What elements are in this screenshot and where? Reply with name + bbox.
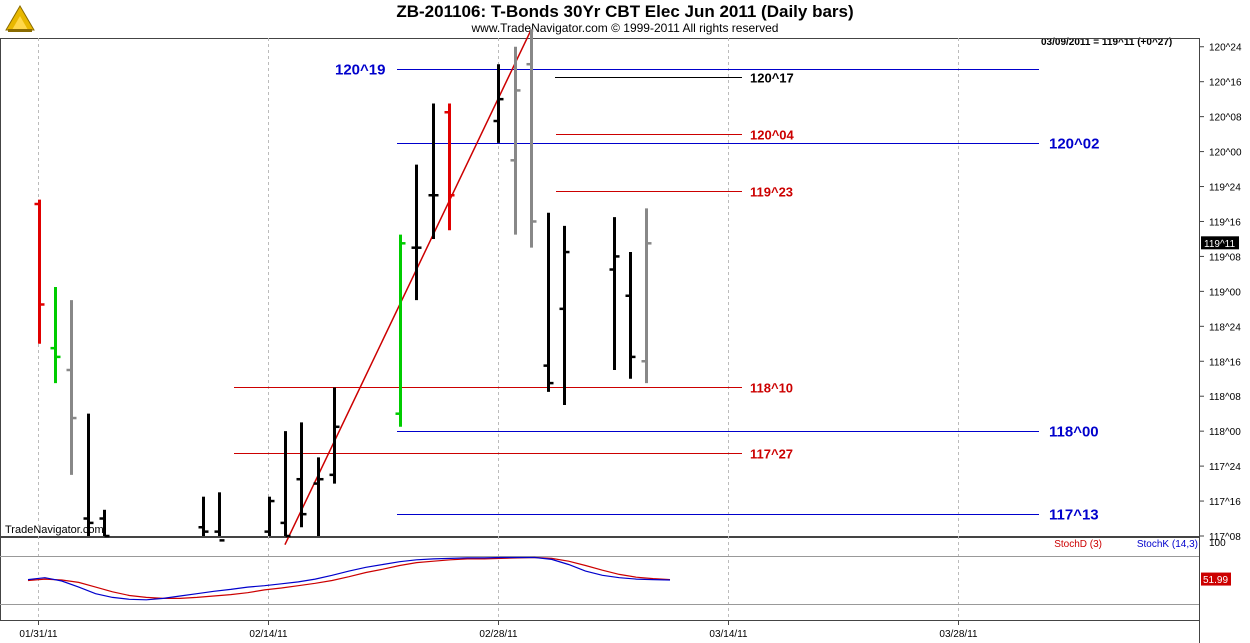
ohlc-bar — [296, 422, 307, 528]
chart-header: ZB-201106: T-Bonds 30Yr CBT Elec Jun 201… — [0, 0, 1250, 38]
ohlc-bar — [99, 509, 110, 538]
ohlc-bar — [34, 199, 45, 344]
ohlc-bar — [559, 225, 570, 405]
date-axis: 01/31/11 02/14/11 02/28/11 03/14/11 03/28/11 — [19, 620, 978, 640]
price-tick-label: 119^16 — [1209, 217, 1241, 228]
date-tick-label: 02/14/11 — [249, 629, 288, 640]
ohlc-bar — [264, 496, 275, 536]
trendline — [284, 28, 533, 546]
ohlc-bar — [66, 300, 77, 475]
price-bars — [34, 29, 652, 542]
osc-series-line — [27, 556, 671, 601]
price-tick-label: 118^00 — [1209, 427, 1241, 438]
ohlc-bar — [50, 287, 61, 384]
level-label: 117^13 — [1049, 507, 1099, 524]
ohlc-bar — [395, 234, 406, 427]
level-label: 119^23 — [750, 185, 793, 200]
trendline-layer — [284, 28, 533, 546]
price-axis: 120^24 120^16 120^08 120^00 119^24 119^16 119^… — [1199, 43, 1242, 543]
current-price-box — [1201, 236, 1239, 250]
ohlc-bar — [444, 103, 455, 231]
price-tick-label: 117^16 — [1209, 497, 1241, 508]
ohlc-bar — [625, 252, 636, 379]
ohlc-bar — [543, 212, 554, 392]
ohlc-bar — [641, 208, 652, 384]
date-tick-label: 02/28/11 — [479, 629, 518, 640]
trade-navigator-logo-icon — [5, 5, 35, 32]
osc-value-box — [1201, 572, 1231, 586]
price-tick-label: 120^16 — [1209, 78, 1242, 89]
price-tick-label: 120^08 — [1209, 113, 1242, 124]
level-label: 118^00 — [1049, 424, 1099, 441]
oscillator-panel-frame — [0, 537, 1200, 621]
price-tick-label: 118^08 — [1209, 392, 1241, 403]
date-tick-label: 01/31/11 — [19, 629, 58, 640]
ohlc-bar — [428, 103, 439, 239]
price-readout: 03/09/2011 = 119^11 (+0^27) — [1041, 37, 1173, 48]
stochastic-panel: 100 51.99 StochD (3) StochK (14,3) — [0, 538, 1231, 605]
price-tick-label: 119^08 — [1209, 252, 1241, 263]
date-tick-label: 03/14/11 — [709, 629, 748, 640]
level-label: 120^02 — [1049, 136, 1099, 153]
ohlc-bar — [526, 29, 537, 248]
osc-legend-entry: StochK (14,3) — [1137, 539, 1198, 550]
price-tick-label: 119^24 — [1209, 183, 1241, 194]
price-tick-label: 120^24 — [1209, 43, 1242, 54]
horizontal-levels: 120^19 120^17 120^04 120^02 119^23 118^10 118^… — [234, 62, 1099, 524]
price-tick-label: 117^24 — [1209, 462, 1241, 473]
chart-subtitle: www.TradeNavigator.com © 1999-2011 All r… — [471, 21, 779, 35]
ohlc-bar — [198, 496, 209, 536]
ohlc-bar — [329, 387, 340, 484]
ohlc-bar — [609, 217, 620, 370]
ohlc-bar — [493, 64, 504, 143]
price-tick-label: 118^16 — [1209, 357, 1241, 368]
osc-value-label: 51.99 — [1203, 575, 1228, 586]
date-tick-label: 03/28/11 — [939, 629, 978, 640]
level-label: 118^10 — [750, 381, 793, 396]
level-label: 120^04 — [750, 128, 795, 143]
level-label: 120^17 — [750, 71, 794, 86]
ohlc-bar — [411, 164, 422, 301]
ohlc-bar — [313, 457, 324, 536]
ohlc-bar — [510, 46, 521, 235]
ohlc-bar — [214, 492, 225, 542]
current-price-label: 119^11 — [1204, 239, 1235, 250]
price-tick-label: 120^00 — [1209, 148, 1242, 159]
osc-tick-label: 100 — [1209, 538, 1226, 549]
chart-title: ZB-201106: T-Bonds 30Yr CBT Elec Jun 201… — [396, 2, 854, 21]
level-label: 117^27 — [750, 447, 793, 462]
price-panel-frame — [0, 38, 1200, 537]
watermark: TradeNavigator.com — [5, 524, 104, 536]
price-tick-label: 117^08 — [1209, 532, 1241, 543]
osc-series-line — [27, 556, 671, 600]
price-tick-label: 119^00 — [1209, 287, 1241, 298]
chart-frames — [0, 38, 1200, 643]
price-tick-label: 118^24 — [1209, 322, 1241, 333]
ohlc-bar — [83, 413, 94, 536]
ohlc-bar — [280, 431, 291, 538]
osc-legend-entry: StochD (3) — [1054, 539, 1102, 550]
level-label: 120^19 — [335, 62, 385, 79]
